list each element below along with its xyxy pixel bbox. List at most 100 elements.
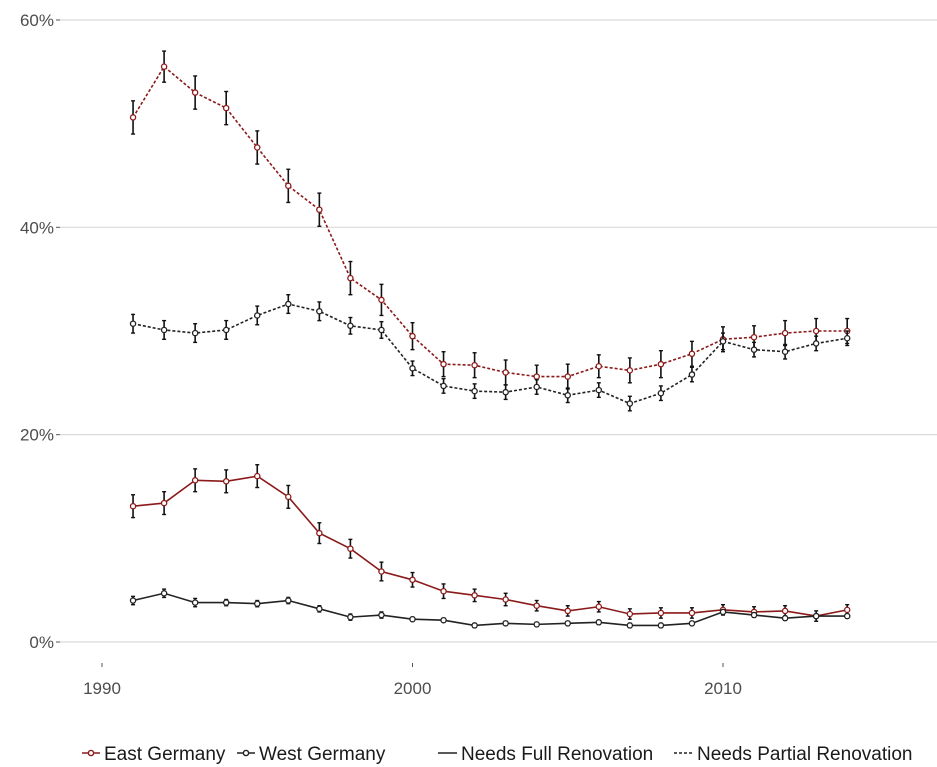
series-west-partial-point-2005 [564,392,572,399]
series-west-partial-point-2007 [626,400,634,407]
series-west-partial-point-2014 [843,334,851,342]
series-west-partial [129,294,851,412]
series-west-full-point-2011 [750,611,758,619]
series-west-full-point-1997 [316,605,323,613]
series-layer [129,50,851,629]
y-axis-ticks: 0% 20% 40% 60% [20,11,60,652]
series-west-partial-point-2011 [750,346,758,353]
series-west-full-point-1992 [160,590,168,597]
series-east-partial-point-2006 [595,362,603,370]
series-west-partial-point-1998 [347,322,354,330]
series-east-full-point-2005 [564,607,572,615]
series-west-full-point-2004 [533,621,540,628]
series-west-partial-line [132,303,848,405]
series-east-partial-point-2008 [657,360,665,368]
series-east-partial-point-2003 [502,369,509,376]
legend-partial-label: Needs Partial Renovation [697,744,912,765]
series-west-full-point-2010 [719,608,727,616]
series-east-full-point-1994 [222,478,230,485]
series-west-full-point-2012 [781,614,789,622]
series-west-partial-point-2006 [595,386,603,394]
x-tick-label-0: 1990 [83,679,121,698]
legend-item-partial: Needs Partial Renovation [674,744,912,765]
legend-full-label: Needs Full Renovation [461,744,653,765]
series-west-partial-point-2003 [502,388,509,396]
series-west-partial-point-2009 [688,371,696,378]
legend-west-label: West Germany [259,744,386,765]
series-west-partial-point-1999 [378,326,385,334]
series-west-full-point-2008 [657,622,665,629]
series-east-partial-point-2005 [564,373,572,380]
series-east-partial-point-2004 [533,373,540,380]
series-east-full-point-2003 [502,596,509,603]
series-east-full-point-1991 [129,502,137,510]
series-east-full-point-1996 [285,493,292,501]
series-east-full-point-2009 [688,609,696,617]
series-east-partial-point-2013 [812,327,820,335]
series-east-full [129,464,851,622]
x-axis-ticks: 1990 2000 2010 [83,663,742,698]
legend-west-swatch-point [242,749,250,757]
series-west-full-point-1999 [378,611,385,619]
series-west-full-point-1993 [191,599,199,606]
series-east-full-point-2000 [409,576,416,584]
legend-item-east: East Germany [82,744,226,765]
series-west-partial-point-2002 [471,387,478,395]
series-west-partial-point-1994 [222,326,230,334]
series-east-partial-line [132,65,848,378]
series-east-partial-point-2002 [471,361,478,369]
series-east-partial-point-2009 [688,350,696,358]
series-west-full [129,588,851,629]
series-east-partial-point-1991 [129,114,137,121]
series-west-partial-point-1993 [191,329,199,337]
x-tick-label-2: 2010 [704,679,742,698]
series-west-partial-point-2013 [812,340,820,347]
series-east-partial-point-1995 [253,144,261,151]
series-west-full-point-2013 [812,612,820,620]
series-east-partial-point-2000 [409,332,416,340]
series-east-full-point-2004 [533,602,540,609]
series-west-partial-point-1996 [285,300,292,308]
y-tick-label-1: 20% [20,426,54,445]
series-east-full-point-2012 [781,607,789,615]
series-west-full-point-2003 [502,620,509,627]
series-west-partial-point-2010 [719,338,727,345]
series-west-partial-point-1991 [129,320,137,327]
series-west-partial-point-2012 [781,348,789,355]
y-tick-label-0: 0% [29,633,54,652]
series-east-partial-point-1993 [191,89,199,96]
series-east-full-point-1992 [160,499,168,507]
series-west-partial-point-1992 [160,326,168,334]
series-west-full-point-2000 [409,615,416,623]
series-west-full-point-2007 [626,622,634,629]
series-west-full-point-2009 [688,620,696,627]
legend-east-swatch-point [87,749,95,757]
series-west-full-line [132,592,848,627]
y-tick-label-2: 40% [20,218,54,237]
series-east-partial-point-1992 [160,63,168,70]
series-west-partial-point-2004 [533,383,540,391]
legend: East Germany West Germany Needs Full Ren… [82,744,912,765]
series-east-partial-point-2011 [750,333,758,341]
series-east-full-point-1997 [316,529,323,537]
series-west-full-point-1995 [253,600,261,607]
series-west-full-point-1994 [222,599,230,606]
series-west-partial-point-1995 [253,312,261,319]
series-east-partial-point-2001 [440,360,447,368]
series-east-partial [129,50,851,390]
legend-east-label: East Germany [104,744,226,765]
series-east-partial-point-2007 [626,367,634,374]
gridlines [60,19,937,643]
series-east-full-line [132,475,848,617]
series-east-full-point-1999 [378,568,385,575]
series-east-full-point-2007 [626,610,634,618]
series-east-full-point-1998 [347,545,354,552]
series-west-full-point-2006 [595,619,603,626]
series-east-full-point-2006 [595,603,603,611]
series-west-partial-point-2000 [409,365,416,372]
legend-item-west: West Germany [237,744,386,765]
series-west-full-point-1996 [285,597,292,604]
series-west-partial-point-2001 [440,382,447,390]
series-east-partial-point-1994 [222,104,230,112]
